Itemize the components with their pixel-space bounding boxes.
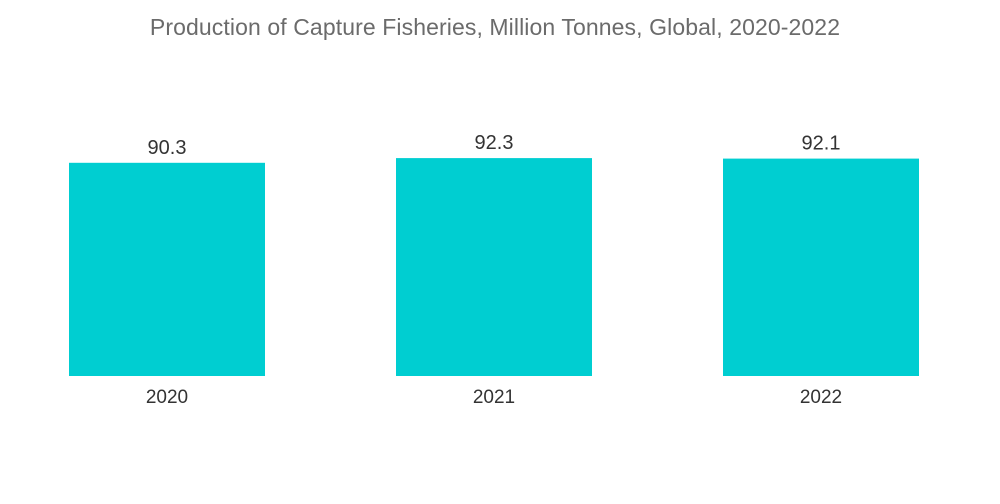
bar-2021 bbox=[396, 158, 592, 376]
value-labels-layer: 90.3 92.3 92.1 bbox=[148, 132, 841, 159]
bar-2022 bbox=[723, 158, 919, 376]
value-label-2021: 92.3 bbox=[475, 132, 514, 154]
x-tick-label-2020: 2020 bbox=[146, 387, 188, 408]
x-tick-label-2021: 2021 bbox=[473, 387, 515, 408]
x-tick-label-2022: 2022 bbox=[800, 387, 842, 408]
chart-title: Production of Capture Fisheries, Million… bbox=[149, 14, 841, 40]
bar-2020 bbox=[69, 162, 265, 376]
x-axis-tick-labels: 2020 2021 2022 bbox=[146, 387, 842, 408]
value-label-2022: 92.1 bbox=[802, 133, 841, 155]
bars-layer bbox=[69, 158, 919, 376]
value-label-2020: 90.3 bbox=[148, 137, 187, 159]
